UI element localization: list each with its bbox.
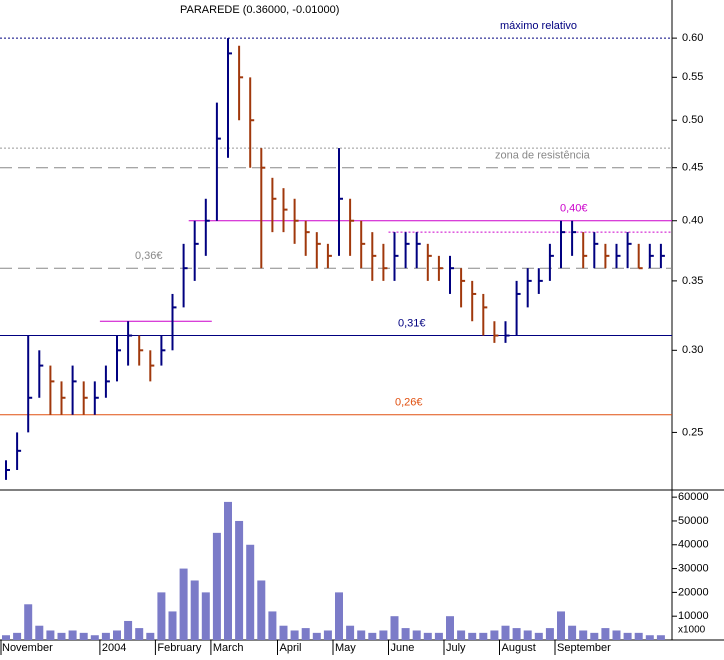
volume-bar xyxy=(634,632,643,640)
y-tick-label: 0.25 xyxy=(682,426,703,438)
volume-bar xyxy=(390,616,399,640)
volume-bar xyxy=(412,630,421,640)
volume-bar xyxy=(590,632,599,640)
volume-bar xyxy=(90,635,99,640)
x-tick-label: April xyxy=(280,642,302,654)
x-tick-label: May xyxy=(335,642,356,654)
volume-bar xyxy=(501,625,510,640)
y-tick-label: 0.30 xyxy=(682,344,703,356)
x-tick-label: February xyxy=(157,642,202,654)
x-tick-label: March xyxy=(213,642,244,654)
x-tick-label: August xyxy=(502,642,536,654)
level-label: máximo relativo xyxy=(500,20,577,32)
volume-bar xyxy=(579,630,588,640)
volume-bar xyxy=(201,592,210,640)
level-label: zona de resistência xyxy=(495,150,591,162)
volume-bar xyxy=(645,635,654,640)
volume-bar xyxy=(2,635,10,640)
volume-bar xyxy=(35,625,44,640)
level-label: 0,40€ xyxy=(560,203,588,215)
y2-tick-label: 50000 xyxy=(678,515,709,527)
volume-bar xyxy=(423,632,432,640)
volume-bar xyxy=(368,632,377,640)
y-tick-label: 0.45 xyxy=(682,162,703,174)
chart-title: PARAREDE (0.36000, -0.01000) xyxy=(180,4,339,16)
y2-tick-label: 20000 xyxy=(678,586,709,598)
volume-bar xyxy=(446,616,454,640)
y2-tick-label: 60000 xyxy=(678,491,709,503)
volume-bar xyxy=(113,630,121,640)
volume-bar xyxy=(68,630,77,640)
y2-tick-label: 40000 xyxy=(678,539,709,551)
volume-bar xyxy=(623,632,632,640)
volume-bar xyxy=(168,611,177,640)
level-label: 0,31€ xyxy=(398,317,426,329)
volume-bar xyxy=(212,532,221,640)
volume-bar xyxy=(301,628,310,640)
volume-bar xyxy=(179,568,188,640)
volume-bar xyxy=(101,632,110,640)
y-tick-label: 0.35 xyxy=(682,275,703,287)
x-tick-label: 2004 xyxy=(102,642,126,654)
volume-bar xyxy=(490,630,499,640)
x-tick-label: June xyxy=(391,642,415,654)
volume-bar xyxy=(335,592,343,640)
level-label: 0,36€ xyxy=(135,250,163,262)
volume-bar xyxy=(246,544,255,640)
volume-bar xyxy=(656,635,665,640)
volume-bar xyxy=(257,580,266,640)
volume-bar xyxy=(157,592,166,640)
volume-bar xyxy=(557,611,565,640)
volume-bar xyxy=(357,630,366,640)
volume-bar xyxy=(312,632,321,640)
volume-bar xyxy=(523,630,532,640)
volume-bar xyxy=(290,630,299,640)
volume-bar xyxy=(379,630,388,640)
volume-bar xyxy=(235,520,244,640)
y2-tick-label: 30000 xyxy=(678,562,709,574)
volume-bar xyxy=(568,625,577,640)
level-label: 0,26€ xyxy=(395,397,423,409)
volume-bar xyxy=(534,632,543,640)
x-tick-label: July xyxy=(446,642,466,654)
volume-bar xyxy=(13,632,22,640)
x-tick-label: September xyxy=(557,642,611,654)
volume-bar xyxy=(512,628,521,640)
y-tick-label: 0.55 xyxy=(682,71,703,83)
volume-bar xyxy=(79,632,88,640)
volume-bar xyxy=(479,632,488,640)
volume-bar xyxy=(124,620,133,640)
y-tick-label: 0.60 xyxy=(682,32,703,44)
volume-bar xyxy=(190,580,199,640)
y2-tick-label: 10000 xyxy=(678,610,709,622)
volume-bar xyxy=(468,632,477,640)
volume-bar xyxy=(24,604,33,640)
volume-bar xyxy=(279,625,288,640)
volume-bar xyxy=(601,628,610,640)
volume-bar xyxy=(612,630,621,640)
volume-unit: x1000 xyxy=(678,625,706,636)
volume-bar xyxy=(268,611,277,640)
y-tick-label: 0.40 xyxy=(682,215,703,227)
volume-bar xyxy=(346,625,355,640)
y-tick-label: 0.50 xyxy=(682,114,703,126)
volume-bar xyxy=(323,630,332,640)
volume-bar xyxy=(434,632,443,640)
x-tick-label: November xyxy=(2,642,53,654)
volume-bar xyxy=(224,501,232,640)
volume-bar xyxy=(135,628,144,640)
volume-bar xyxy=(545,628,554,640)
volume-bar xyxy=(57,632,66,640)
volume-bar xyxy=(457,630,466,640)
volume-bar xyxy=(46,630,55,640)
volume-bar xyxy=(401,628,410,640)
volume-bar xyxy=(146,632,155,640)
